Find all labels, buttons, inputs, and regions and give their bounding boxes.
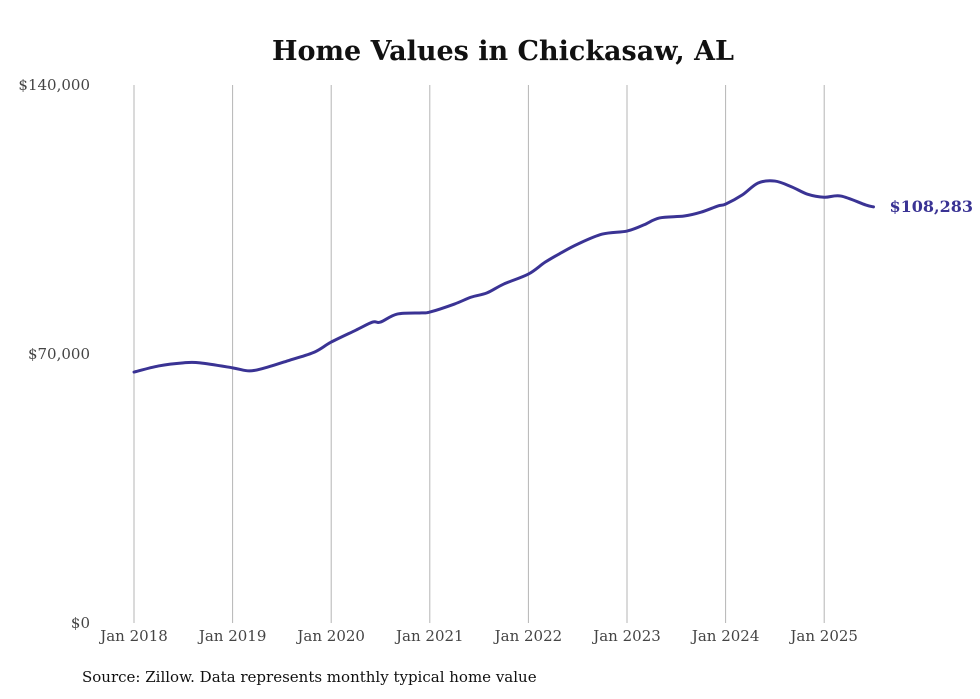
x-tick-label: Jan 2020 [295, 627, 365, 645]
y-tick-label: $0 [71, 614, 90, 632]
x-tick-label: Jan 2021 [394, 627, 464, 645]
y-tick-label: $70,000 [28, 345, 90, 363]
source-note: Source: Zillow. Data represents monthly … [82, 668, 537, 686]
end-value-label: $108,283 [890, 197, 974, 216]
x-tick-label: Jan 2018 [98, 627, 168, 645]
x-tick-label: Jan 2022 [493, 627, 563, 645]
x-tick-label: Jan 2025 [788, 627, 858, 645]
y-tick-label: $140,000 [18, 76, 90, 94]
x-tick-label: Jan 2023 [591, 627, 661, 645]
chart-title: Home Values in Chickasaw, AL [272, 36, 734, 67]
x-tick-label: Jan 2024 [690, 627, 760, 645]
x-tick-label: Jan 2019 [197, 627, 267, 645]
series-line [132, 179, 875, 374]
